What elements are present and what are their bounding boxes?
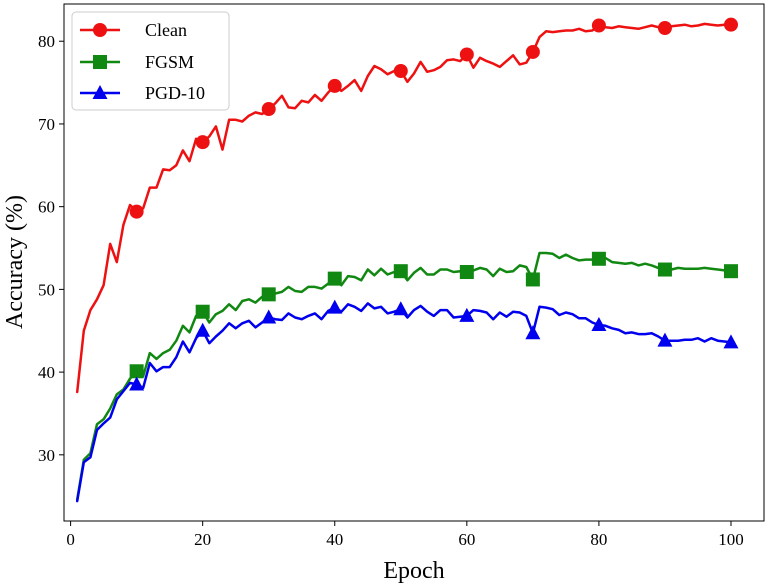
x-tick-label: 60 bbox=[458, 530, 475, 549]
data-point-pgd10 bbox=[525, 325, 541, 340]
legend-box bbox=[71, 11, 230, 111]
y-tick-label: 50 bbox=[38, 280, 55, 299]
data-point-pgd10 bbox=[459, 307, 475, 322]
legend-label-fgsm: FGSM bbox=[145, 52, 194, 72]
data-point-pgd10 bbox=[723, 334, 739, 349]
data-point-fgsm bbox=[195, 304, 210, 319]
legend-label-clean: Clean bbox=[145, 20, 187, 40]
data-point-clean bbox=[657, 20, 672, 35]
y-tick-label: 80 bbox=[38, 32, 55, 51]
data-point-clean bbox=[195, 135, 210, 150]
data-point-pgd10 bbox=[261, 309, 277, 324]
data-point-fgsm bbox=[327, 271, 342, 286]
y-tick-label: 30 bbox=[38, 446, 55, 465]
data-point-pgd10 bbox=[591, 316, 607, 331]
x-tick-label: 0 bbox=[66, 530, 75, 549]
data-point-fgsm bbox=[459, 265, 474, 280]
data-point-clean bbox=[459, 47, 474, 62]
legend-entry-fgsm: FGSM bbox=[80, 52, 194, 72]
y-tick-label: 40 bbox=[38, 363, 55, 382]
legend-entry-clean: Clean bbox=[80, 20, 187, 40]
data-point-pgd10 bbox=[393, 301, 409, 316]
y-tick-label: 60 bbox=[38, 198, 55, 217]
x-tick-label: 100 bbox=[718, 530, 744, 549]
plot-frame bbox=[63, 3, 765, 522]
legend-marker-clean bbox=[93, 23, 107, 37]
data-point-fgsm bbox=[393, 264, 408, 279]
data-point-clean bbox=[261, 102, 276, 117]
data-point-pgd10 bbox=[327, 299, 343, 314]
ticks-layer: 0 20 40 60 80 100 30 40 50 60 70 80 bbox=[38, 32, 744, 549]
legend-entry-pgd10: PGD-10 bbox=[80, 83, 205, 103]
data-point-clean bbox=[327, 78, 342, 93]
x-tick-label: 20 bbox=[194, 530, 211, 549]
data-point-fgsm bbox=[723, 264, 738, 279]
data-point-pgd10 bbox=[657, 332, 673, 347]
legend: Clean FGSM PGD-10 bbox=[71, 11, 230, 111]
data-point-clean bbox=[723, 17, 738, 32]
data-point-clean bbox=[591, 18, 606, 33]
data-point-fgsm bbox=[261, 287, 276, 302]
data-point-fgsm bbox=[657, 262, 672, 277]
x-tick-label: 80 bbox=[590, 530, 607, 549]
legend-marker-pgd10 bbox=[92, 85, 108, 99]
series-line-pgd10 bbox=[75, 302, 733, 503]
data-point-clean bbox=[393, 64, 408, 79]
legend-marker-fgsm bbox=[93, 55, 107, 69]
data-point-clean bbox=[525, 44, 540, 59]
data-point-pgd10 bbox=[129, 376, 145, 391]
data-point-fgsm bbox=[525, 272, 540, 287]
data-point-clean bbox=[129, 204, 144, 219]
data-point-fgsm bbox=[591, 251, 606, 266]
series-line-fgsm bbox=[75, 251, 733, 501]
x-tick-label: 40 bbox=[326, 530, 343, 549]
series-layer bbox=[75, 17, 739, 503]
legend-label-pgd10: PGD-10 bbox=[145, 83, 205, 103]
data-point-fgsm bbox=[129, 364, 144, 379]
x-axis-label: Epoch bbox=[383, 558, 444, 584]
data-point-pgd10 bbox=[195, 322, 211, 337]
y-tick-label: 70 bbox=[38, 115, 55, 134]
y-axis-label: Accuracy (%) bbox=[2, 195, 28, 329]
